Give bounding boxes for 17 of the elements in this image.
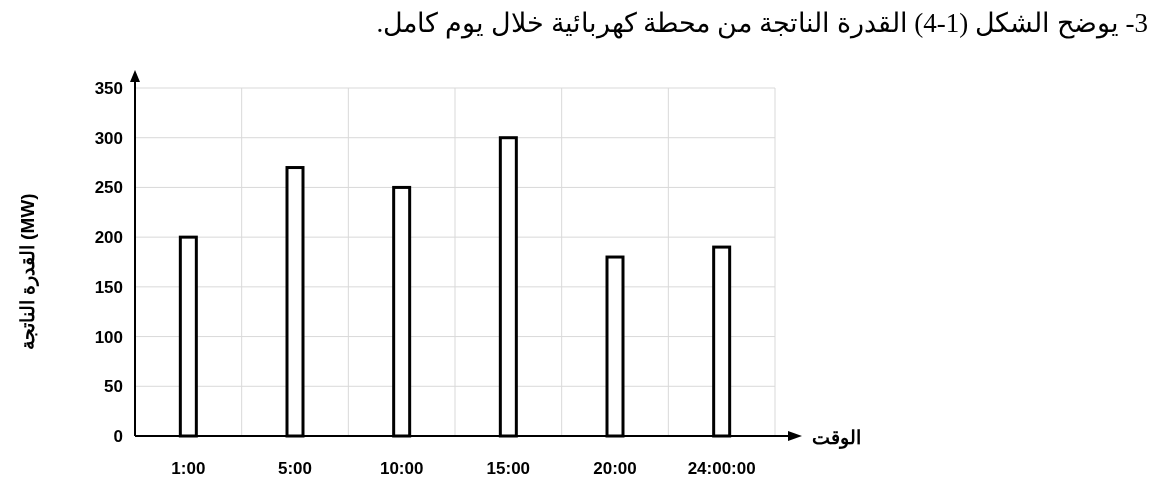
x-tick-label: 5:00 — [277, 459, 313, 478]
y-tick-label: 50 — [104, 377, 123, 397]
x-tick-label: 1:00 — [171, 459, 206, 478]
y-tick-label: 200 — [94, 228, 123, 248]
x-tick-label: 15:00 — [486, 459, 531, 478]
y-tick-label: 350 — [94, 78, 123, 98]
y-tick-label: 100 — [94, 327, 123, 347]
chart-title: 3- يوضح الشكل (1-4) القدرة الناتجة من محطة كهربائية خلال يوم كامل. — [376, 8, 1148, 39]
x-tick-label: 20:00 — [593, 459, 637, 478]
y-tick-label: 150 — [94, 277, 123, 297]
x-tick-label: 24:00:00 — [687, 459, 756, 478]
y-tick-label: 300 — [94, 128, 123, 148]
y-tick-label: 250 — [94, 178, 123, 198]
y-axis-title: القدرة الناتجة (MW) — [17, 193, 39, 351]
x-tick-label: 10:00 — [379, 459, 424, 478]
x-axis-title: الوقت — [812, 427, 861, 449]
y-tick-label: 0 — [113, 426, 123, 446]
